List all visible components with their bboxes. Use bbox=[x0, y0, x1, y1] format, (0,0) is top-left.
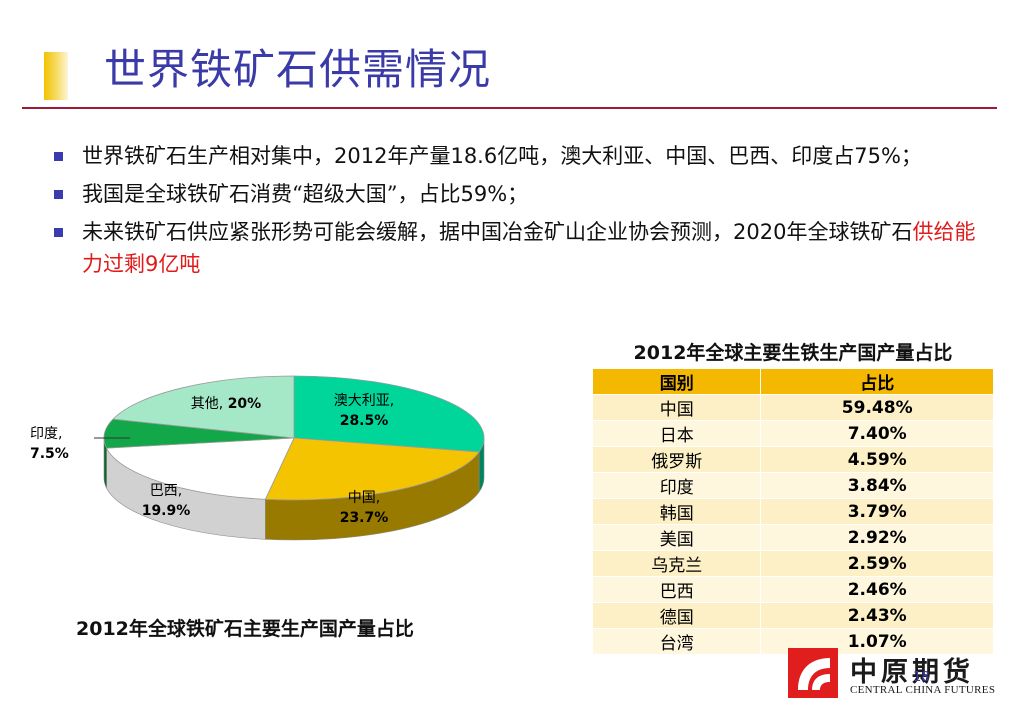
pie-chart-caption: 2012年全球铁矿石主要生产国产量占比 bbox=[76, 618, 414, 640]
company-logo: 中原期货 CENTRAL CHINA FUTURES bbox=[786, 646, 1006, 700]
bullet-text: 75% bbox=[854, 144, 901, 168]
country-cell: 美国 bbox=[591, 524, 762, 551]
share-cell: 2.59% bbox=[760, 550, 994, 577]
country-cell: 印度 bbox=[591, 472, 762, 499]
pie-label-3: 印度, 7.5% bbox=[30, 426, 69, 462]
table-row: 日本 7.40% bbox=[591, 420, 994, 447]
share-cell: 3.84% bbox=[760, 472, 994, 499]
table-row: 俄罗斯 4.59% bbox=[591, 446, 994, 473]
logo-mark-icon bbox=[788, 648, 838, 698]
table-row: 韩国 3.79% bbox=[591, 498, 994, 525]
bullet-item: 未来铁矿石供应紧张形势可能会缓解，据中国冶金矿山企业协会预测，2020年全球铁矿… bbox=[52, 216, 992, 280]
pie-chart-svg: 澳大利亚, 28.5% 中国, 23.7% 巴西, 19.9% 印度, 7.5% 其他, 20% bbox=[30, 375, 485, 541]
share-cell: 7.40% bbox=[760, 420, 994, 447]
pie-label-4: 其他, 20% bbox=[191, 396, 261, 412]
pie-label-2: 巴西, 19.9% bbox=[142, 483, 191, 519]
column-header-share: 占比 bbox=[760, 368, 994, 395]
table-row: 乌克兰 2.59% bbox=[591, 550, 994, 577]
country-cell: 日本 bbox=[591, 420, 762, 447]
bullet-square-icon bbox=[54, 228, 63, 237]
table-header-row: 国别 占比 bbox=[591, 368, 994, 395]
pie-slice-4 bbox=[112, 375, 295, 439]
share-cell: 59.48% bbox=[760, 394, 994, 421]
country-cell: 台湾 bbox=[591, 628, 762, 655]
bullet-text: 2020 bbox=[733, 220, 787, 244]
share-cell: 2.43% bbox=[760, 602, 994, 629]
country-cell: 韩国 bbox=[591, 498, 762, 525]
table-row: 德国 2.43% bbox=[591, 602, 994, 629]
pie-label-0: 澳大利亚, 28.5% bbox=[334, 393, 394, 429]
bullet-text: ； bbox=[900, 144, 922, 168]
pie-side-walls bbox=[103, 437, 485, 541]
pie-slice-2 bbox=[105, 437, 295, 500]
logo-english-name: CENTRAL CHINA FUTURES bbox=[850, 684, 996, 696]
country-cell: 俄罗斯 bbox=[591, 446, 762, 473]
country-cell: 乌克兰 bbox=[591, 550, 762, 577]
pie-slice-0 bbox=[293, 375, 485, 453]
slide-title: 世界铁矿石供需情况 bbox=[104, 45, 492, 94]
pig-iron-share-table: 国别 占比 中国 59.48% 日本 7.40% 俄罗斯 4.59% 印度 3.84% 韩国 3.… bbox=[591, 368, 994, 655]
pie-chart: 澳大利亚, 28.5% 中国, 23.7% 巴西, 19.9% 印度, 7.5% 其他, 20% bbox=[30, 370, 550, 610]
highlighted-text: 亿吨 bbox=[158, 252, 201, 276]
bullet-text: 年产量 bbox=[387, 144, 451, 168]
bullet-text: 2012 bbox=[334, 144, 388, 168]
bullet-text: 我国是全球铁矿石消费“超级大国”，占比 bbox=[82, 182, 461, 206]
table-body: 中国 59.48% 日本 7.40% 俄罗斯 4.59% 印度 3.84% 韩国 3.79% 美国 2… bbox=[591, 394, 994, 655]
bullet-text: ； bbox=[507, 182, 529, 206]
bullet-text: 世界铁矿石生产相对集中， bbox=[82, 144, 334, 168]
country-cell: 中国 bbox=[591, 394, 762, 421]
bullet-text: 18.6 bbox=[450, 144, 498, 168]
share-cell: 2.92% bbox=[760, 524, 994, 551]
table-row: 印度 3.84% bbox=[591, 472, 994, 499]
pie-slice-1 bbox=[264, 437, 480, 501]
bullet-list: 世界铁矿石生产相对集中，2012年产量18.6亿吨，澳大利亚、中国、巴西、印度占… bbox=[52, 140, 992, 286]
share-cell: 2.46% bbox=[760, 576, 994, 603]
highlighted-text: 供给能力过剩 bbox=[82, 220, 976, 276]
table-row: 美国 2.92% bbox=[591, 524, 994, 551]
pie-label-1: 中国, 23.7% bbox=[340, 490, 389, 526]
title-divider bbox=[22, 107, 997, 109]
table-row: 巴西 2.46% bbox=[591, 576, 994, 603]
bullet-text: 未来铁矿石供应紧张形势可能会缓解，据中国冶金矿山企业协会预测， bbox=[82, 220, 733, 244]
page-number: 18 bbox=[913, 670, 930, 685]
bullet-item: 我国是全球铁矿石消费“超级大国”，占比59%； bbox=[52, 178, 992, 210]
highlighted-text: 9 bbox=[145, 252, 159, 276]
title-accent-bar bbox=[44, 52, 68, 100]
share-cell: 3.79% bbox=[760, 498, 994, 525]
column-header-country: 国别 bbox=[591, 368, 762, 395]
bullet-square-icon bbox=[54, 152, 63, 161]
bullet-item: 世界铁矿石生产相对集中，2012年产量18.6亿吨，澳大利亚、中国、巴西、印度占… bbox=[52, 140, 992, 172]
share-cell: 4.59% bbox=[760, 446, 994, 473]
bullet-text: 年全球铁矿石 bbox=[786, 220, 913, 244]
bullet-text: 亿吨，澳大利亚、中国、巴西、印度占 bbox=[497, 144, 855, 168]
table-caption: 2012年全球主要生铁生产国产量占比 bbox=[633, 342, 953, 364]
bullet-text: 59% bbox=[460, 182, 508, 206]
country-cell: 巴西 bbox=[591, 576, 762, 603]
table-row: 中国 59.48% bbox=[591, 394, 994, 421]
logo-chinese-name: 中原期货 bbox=[850, 657, 974, 688]
country-cell: 德国 bbox=[591, 602, 762, 629]
bullet-square-icon bbox=[54, 190, 63, 199]
